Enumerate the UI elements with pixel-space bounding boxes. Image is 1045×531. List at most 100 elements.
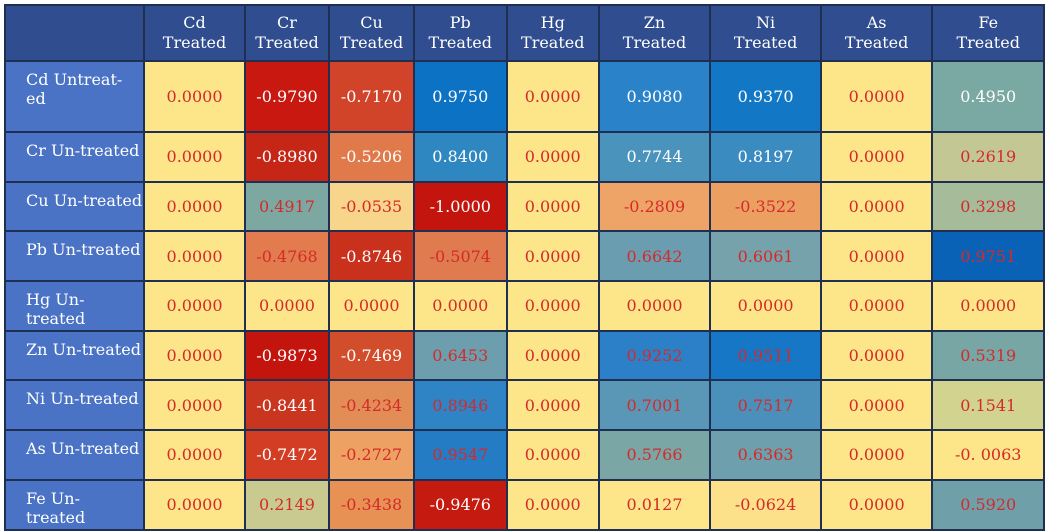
column-header-as: As Treated [819,4,934,62]
table-cell: 0.0000 [505,180,600,233]
table-cell: 0.4950 [931,60,1045,133]
table-cell: 0.0000 [143,131,246,183]
table-cell: 0.0000 [819,429,934,481]
row-label: As Un-treated [3,429,146,481]
column-header-cd: Cd Treated [143,4,246,62]
table-cell: 0.0000 [143,180,246,233]
table-cell: 0.0000 [143,478,246,531]
column-header-ni: Ni Treated [709,4,822,62]
corner-cell [3,4,146,62]
column-header-hg: Hg Treated [505,4,600,62]
table-cell: 0.0000 [505,131,600,183]
table-cell: 0.9751 [931,230,1045,283]
table-cell: 0.0000 [143,60,246,133]
table-cell: 0.9370 [709,60,822,133]
table-cell: 0.8197 [709,131,822,183]
table-cell: 0.6642 [597,230,712,283]
table-cell: 0.0000 [505,230,600,283]
column-header-zn: Zn Treated [597,4,712,62]
table-cell: 0.7001 [597,379,712,432]
column-header-cr: Cr Treated [243,4,331,62]
table-cell: 0.9750 [412,60,508,133]
table-row: Cu Un-treated 0.0000 0.4917 -0.0535 -1.0000 0… [3,180,1045,233]
table-cell: 0.7517 [709,379,822,432]
correlation-table: Cd Treated Cr Treated Cu Treated Pb Treated … [3,4,1045,531]
table-cell: -0.0624 [709,478,822,531]
table-cell: -0.5206 [328,131,415,183]
table-cell: 0.0000 [819,329,934,382]
table-row: Ni Un-treated 0.0000 -0.8441 -0.4234 0.8946 0… [3,379,1045,432]
table-cell: 0.0000 [328,280,415,332]
table-cell: 0.0000 [819,478,934,531]
header-row: Cd Treated Cr Treated Cu Treated Pb Treated … [3,4,1045,62]
table-cell: 0.0000 [819,280,934,332]
table-row: Pb Un-treated 0.0000 -0.4768 -0.8746 -0.5074… [3,230,1045,283]
table-cell: 0.0000 [143,379,246,432]
row-label: Pb Un-treated [3,230,146,283]
table-cell: 0.6363 [709,429,822,481]
column-header-fe: Fe Treated [931,4,1045,62]
table-row: Cr Un-treated 0.0000 -0.8980 -0.5206 0.8400 0… [3,131,1045,183]
table-row: As Un-treated 0.0000 -0.7472 -0.2727 0.9547 0… [3,429,1045,481]
table-cell: -0.2809 [597,180,712,233]
table-cell: 0.0000 [505,329,600,382]
table-cell: 0.5766 [597,429,712,481]
row-label: Cr Un-treated [3,131,146,183]
table-cell: -0.8746 [328,230,415,283]
table-cell: 0.0000 [931,280,1045,332]
table-cell: 0.4917 [243,180,331,233]
table-cell: -0.7472 [243,429,331,481]
column-header-cu: Cu Treated [328,4,415,62]
table-cell: 0.0000 [709,280,822,332]
table-cell: 0.0000 [505,478,600,531]
table-cell: 0.9080 [597,60,712,133]
table-cell: 0.5920 [931,478,1045,531]
row-label: Cd Untreat- ed [3,60,146,133]
table-cell: 0.0000 [143,329,246,382]
table-cell: -0.9476 [412,478,508,531]
table-cell: 0.0000 [505,429,600,481]
table-cell: -0.4768 [243,230,331,283]
table-cell: -0. 0063 [931,429,1045,481]
table-cell: 0.0000 [505,280,600,332]
row-label: Ni Un-treated [3,379,146,432]
table-cell: -0.5074 [412,230,508,283]
table-cell: 0.5319 [931,329,1045,382]
table-cell: 0.3298 [931,180,1045,233]
table-cell: 0.0000 [819,60,934,133]
table-cell: 0.2619 [931,131,1045,183]
table-body: Cd Untreat- ed 0.0000 -0.9790 -0.7170 0.9750… [3,60,1045,531]
table-cell: 0.0000 [143,230,246,283]
table-cell: -0.2727 [328,429,415,481]
table-cell: -0.3522 [709,180,822,233]
table-cell: 0.7744 [597,131,712,183]
table-cell: 0.0000 [505,379,600,432]
table-cell: 0.0000 [243,280,331,332]
table-cell: 0.6061 [709,230,822,283]
table-cell: -0.8441 [243,379,331,432]
table-cell: 0.0000 [505,60,600,133]
table-cell: 0.0000 [819,180,934,233]
table-cell: 0.0000 [412,280,508,332]
table-cell: 0.9511 [709,329,822,382]
table-cell: 0.0000 [819,230,934,283]
table-cell: 0.2149 [243,478,331,531]
table-cell: -0.8980 [243,131,331,183]
row-label: Fe Un- treated [3,478,146,531]
table-cell: 0.9547 [412,429,508,481]
table-cell: 0.0000 [819,131,934,183]
table-cell: 0.0000 [143,280,246,332]
table-cell: 0.8946 [412,379,508,432]
table-cell: -0.7469 [328,329,415,382]
row-label: Hg Un-treated [3,280,146,332]
table-cell: 0.0000 [143,429,246,481]
table-cell: 0.0000 [819,379,934,432]
table-row: Cd Untreat- ed 0.0000 -0.9790 -0.7170 0.9750… [3,60,1045,133]
table-cell: 0.8400 [412,131,508,183]
table-cell: 0.6453 [412,329,508,382]
row-label: Zn Un-treated [3,329,146,382]
table-cell: 0.0000 [597,280,712,332]
table-row: Hg Un-treated 0.0000 0.0000 0.0000 0.0000 0.0… [3,280,1045,332]
table-cell: -0.4234 [328,379,415,432]
table-row: Fe Un- treated 0.0000 0.2149 -0.3438 -0.9476… [3,478,1045,531]
